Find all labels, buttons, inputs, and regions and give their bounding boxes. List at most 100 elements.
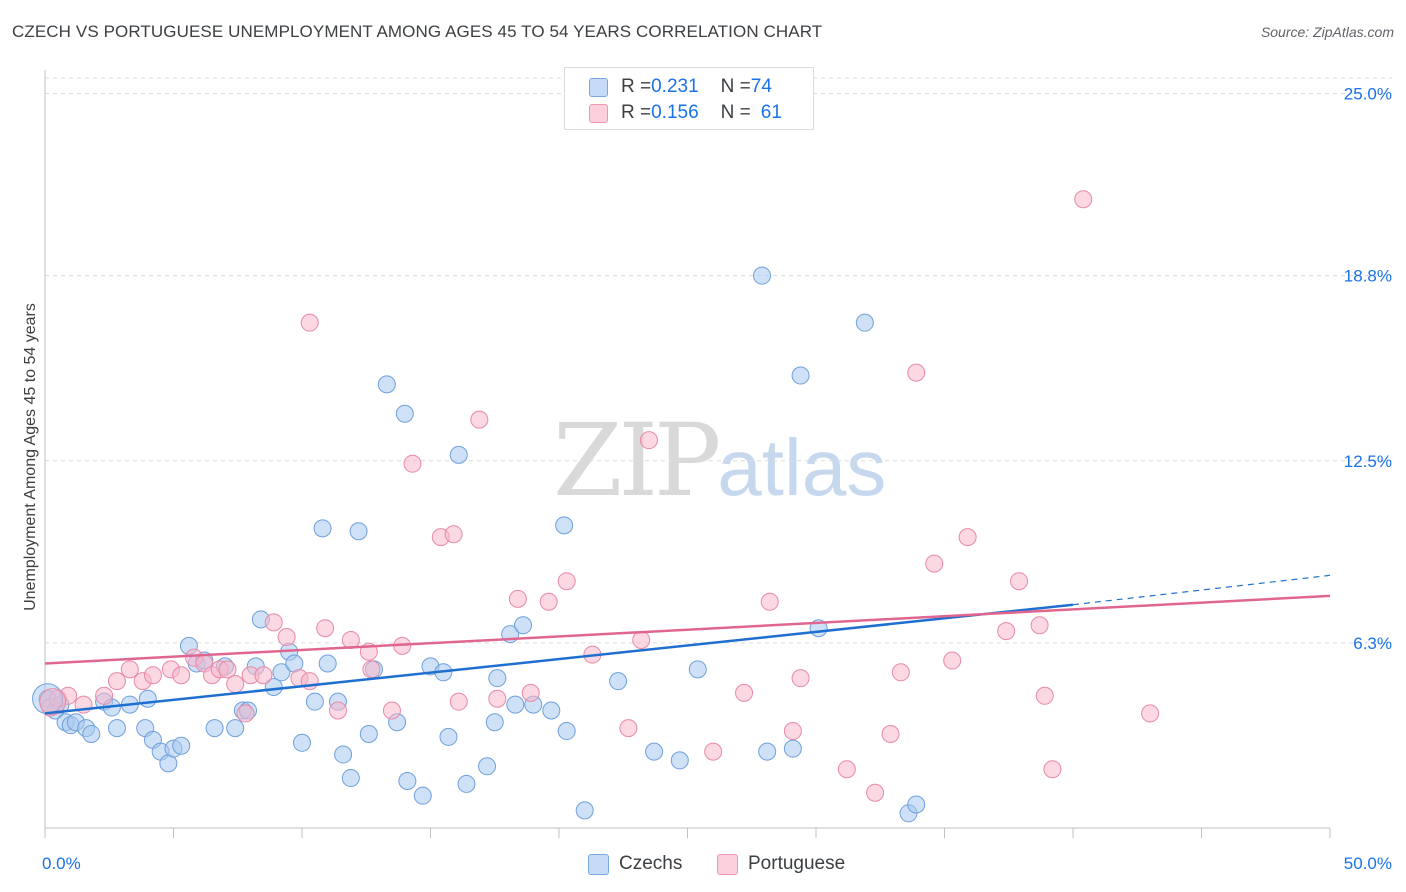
portuguese-point [1074, 190, 1093, 209]
czech-point [457, 774, 476, 793]
czech-r-label: R = [621, 76, 652, 97]
portuguese-trend-line [44, 594, 1331, 665]
portuguese-point [444, 525, 463, 544]
bottom-legend-portuguese: Portuguese [717, 851, 845, 877]
portuguese-swatch [589, 103, 608, 123]
portuguese-point [470, 410, 489, 429]
czech-point [413, 786, 432, 805]
czech-point [753, 266, 772, 285]
portuguese-point [891, 663, 910, 682]
y-tick-label: 25.0% [1344, 85, 1392, 104]
portuguese-point [95, 686, 114, 705]
portuguese-point [866, 783, 885, 802]
czech-point [395, 404, 414, 423]
portuguese-point [316, 619, 335, 638]
portuguese-point [639, 431, 658, 450]
portuguese-point [226, 675, 245, 694]
bottom-portuguese-swatch [717, 853, 738, 875]
czech-point [318, 654, 337, 673]
czech-swatch [589, 77, 608, 97]
y-axis-title: Unemployment Among Ages 45 to 54 years [22, 303, 39, 611]
czech-point [264, 677, 283, 696]
czech-point [439, 727, 458, 746]
chart-title: CZECH VS PORTUGUESE UNEMPLOYMENT AMONG A… [12, 22, 823, 41]
portuguese-point [488, 689, 507, 708]
portuguese-point [925, 554, 944, 573]
portuguese-point [1010, 572, 1029, 591]
x-tick-label: 50.0% [1344, 854, 1392, 873]
portuguese-point [277, 628, 296, 647]
czech-point [82, 724, 101, 743]
czech-point [791, 366, 810, 385]
portuguese-point [619, 719, 638, 738]
portuguese-point [449, 692, 468, 711]
portuguese-point [107, 672, 126, 691]
source-credit: Source: ZipAtlas.com [1260, 24, 1394, 40]
portuguese-point [1141, 704, 1160, 723]
czech-point [485, 713, 504, 732]
czech-point [205, 719, 224, 738]
portuguese-point [328, 701, 347, 720]
czech-point [226, 719, 245, 738]
portuguese-point [218, 660, 237, 679]
czech-trend-extension [1072, 574, 1331, 606]
portuguese-point [508, 589, 527, 608]
czech-point [334, 745, 353, 764]
czech-n-value: 74 [750, 76, 772, 97]
czech-point [758, 742, 777, 761]
czech-point [670, 751, 689, 770]
czech-point [313, 519, 332, 538]
portuguese-point [881, 724, 900, 743]
czech-point [488, 669, 507, 688]
portuguese-point [362, 660, 381, 679]
x-tick-label: 0.0% [42, 854, 81, 873]
czech-point [138, 689, 157, 708]
portuguese-point [1043, 760, 1062, 779]
portuguese-point [557, 572, 576, 591]
bottom-legend-czechs: Czechs [588, 851, 682, 877]
y-tick-label: 6.3% [1353, 634, 1392, 653]
czech-point [172, 736, 191, 755]
czech-point [398, 771, 417, 790]
portuguese-point [403, 454, 422, 473]
czech-point [305, 692, 324, 711]
czech-r-value: 0.231 [651, 76, 699, 97]
portuguese-point [236, 704, 255, 723]
portuguese-point [521, 683, 540, 702]
portuguese-point [120, 660, 139, 679]
czech-point [907, 795, 926, 814]
bottom-czech-label: Czechs [619, 853, 683, 874]
portuguese-point [907, 363, 926, 382]
czech-point [575, 801, 594, 820]
portuguese-point [632, 630, 651, 649]
portuguese-point [1030, 616, 1049, 635]
czech-point [609, 672, 628, 691]
portuguese-point [382, 701, 401, 720]
czech-point [514, 616, 533, 635]
watermark-atlas: atlas [717, 423, 887, 512]
portuguese-point [143, 666, 162, 685]
bottom-portuguese-label: Portuguese [748, 853, 846, 874]
czech-point [783, 739, 802, 758]
portuguese-r-value: 0.156 [651, 102, 699, 123]
czech-point [272, 663, 291, 682]
portuguese-point-cluster [39, 688, 67, 716]
czech-point [506, 695, 525, 714]
czech-point [107, 719, 126, 738]
czech-point [341, 769, 360, 788]
portuguese-point [172, 666, 191, 685]
czech-point [478, 757, 497, 776]
czech-point [555, 516, 574, 535]
czech-point [855, 313, 874, 332]
y-tick-label: 12.5% [1344, 452, 1392, 471]
portuguese-point [958, 528, 977, 547]
czech-point [542, 701, 561, 720]
portuguese-point [704, 742, 723, 761]
czech-point [449, 445, 468, 464]
portuguese-n-value: 61 [760, 102, 782, 123]
czech-point [349, 522, 368, 541]
correlation-legend: R = 0.231 N = 74 R = 0.156 N = 61 [564, 67, 814, 130]
portuguese-point [760, 592, 779, 611]
portuguese-point [997, 622, 1016, 641]
